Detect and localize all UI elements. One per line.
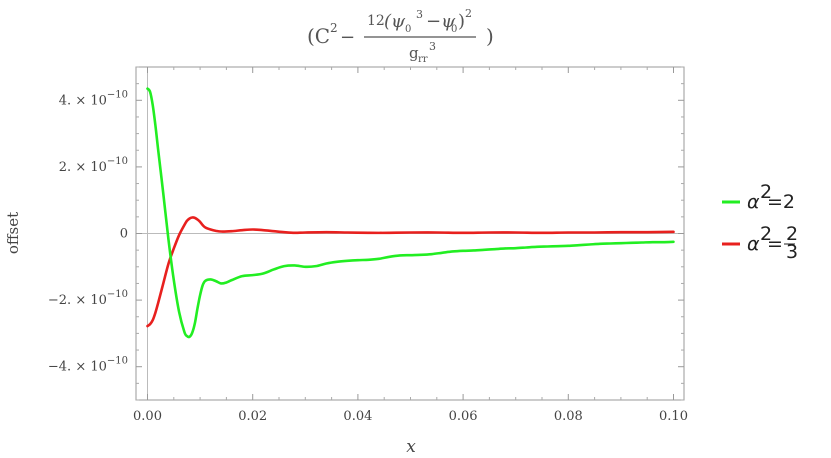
x-tick-label: 0.02 xyxy=(238,409,267,424)
y-axis-label: offset xyxy=(4,212,22,254)
title-num-a: (ψ xyxy=(384,11,406,32)
x-axis-ticks: 0.00 0.02 0.04 0.06 0.08 0.10 xyxy=(133,67,688,424)
title-c-exp: 2 xyxy=(330,21,338,35)
title-num-a-sub: 0 xyxy=(405,24,411,35)
y-tick-label: −2. × 10−10 xyxy=(48,289,128,308)
x-axis-label: x xyxy=(406,437,416,457)
title-num-coef: 12 xyxy=(367,13,385,29)
series-layer xyxy=(146,87,675,339)
y-axis-ticks: 4. × 10−10 2. × 10−10 0 −2. × 10−10 −4. × 10… xyxy=(48,66,684,401)
legend-alpha-symbol: α xyxy=(747,191,760,213)
legend: α 2 =2 α 2 = 2 3 xyxy=(722,181,798,263)
title-num-b-sub: 0 xyxy=(451,24,457,35)
x-tick-label: 0.00 xyxy=(133,409,162,424)
chart-title: (C 2 − 12 (ψ 0 3 −ψ 0 ) 2 g rr 3 ) xyxy=(307,7,494,65)
legend-rhs: =2 xyxy=(767,191,795,213)
title-num-close: ) xyxy=(458,11,465,32)
series-line-alpha2-two-thirds xyxy=(146,216,675,328)
series-line-alpha2-2 xyxy=(146,87,675,339)
title-num-a-exp: 3 xyxy=(416,8,423,21)
x-tick-label: 0.06 xyxy=(449,409,478,424)
title-num-b: −ψ xyxy=(426,11,456,32)
legend-alpha-exp: 2 xyxy=(760,223,772,245)
legend-alpha-exp: 2 xyxy=(760,181,772,203)
title-num-exp: 2 xyxy=(465,7,472,20)
y-tick-label: −4. × 10−10 xyxy=(48,356,128,375)
x-tick-label: 0.08 xyxy=(554,409,583,424)
x-tick-label: 0.04 xyxy=(343,409,372,424)
legend-frac-den: 3 xyxy=(786,241,798,263)
legend-frac-num: 2 xyxy=(786,223,798,245)
legend-item-alpha2-2: α 2 =2 xyxy=(722,181,795,213)
title-close: ) xyxy=(486,24,494,48)
legend-equals: = xyxy=(767,233,783,255)
legend-alpha-symbol: α xyxy=(747,233,760,255)
legend-item-alpha2-two-thirds: α 2 = 2 3 xyxy=(722,223,798,263)
title-open: (C xyxy=(307,24,330,48)
y-tick-label: 4. × 10−10 xyxy=(59,89,128,108)
title-den-base: g xyxy=(409,44,419,62)
title-minus: − xyxy=(340,27,355,48)
y-tick-label: 0 xyxy=(120,227,128,242)
y-tick-label: 2. × 10−10 xyxy=(59,156,128,175)
title-den-exp: 3 xyxy=(429,40,436,53)
title-den-sub: rr xyxy=(418,54,428,65)
x-tick-label: 0.10 xyxy=(659,409,688,424)
